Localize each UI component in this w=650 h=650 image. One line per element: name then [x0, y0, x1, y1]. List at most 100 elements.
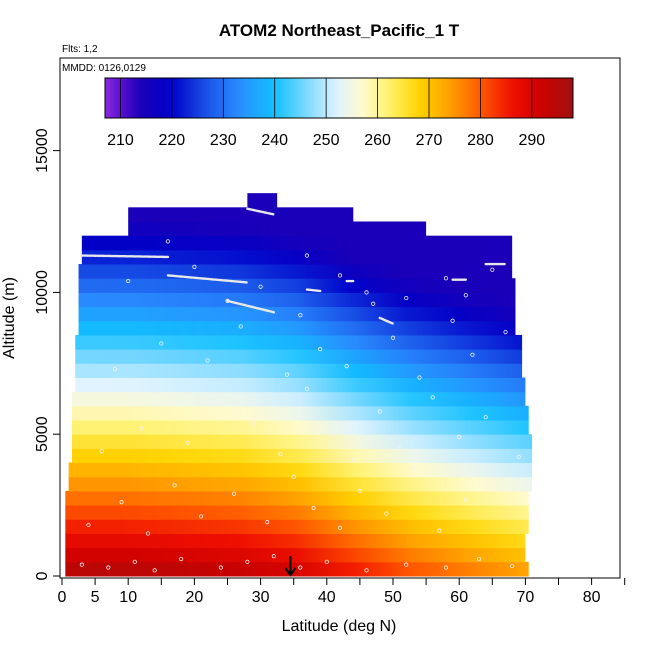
heatmap-row — [128, 207, 354, 222]
observation-point — [291, 474, 296, 479]
observation-point — [304, 253, 310, 258]
observation-point — [232, 491, 237, 496]
flight-track — [166, 274, 249, 284]
flight-track — [80, 254, 170, 259]
colorbar-tick-label: 270 — [416, 132, 443, 149]
observation-points-layer — [79, 239, 521, 573]
observation-point — [463, 293, 468, 298]
observation-point — [99, 449, 104, 454]
marker-head — [284, 567, 297, 577]
observation-point — [437, 528, 442, 533]
colorbar-tick-label: 280 — [467, 132, 494, 149]
observation-point — [304, 386, 310, 391]
observation-point — [298, 565, 303, 570]
plot-frame — [59, 57, 621, 579]
heatmap-row — [65, 505, 529, 520]
colorbar: 210 220 230 240 250 260 270 280 290 — [104, 77, 574, 149]
observation-point — [457, 434, 462, 440]
y-tick-label: 10000 — [34, 270, 51, 315]
heatmap-row — [68, 462, 533, 478]
colorbar-tick-label: 210 — [107, 132, 134, 149]
heatmap-row — [75, 377, 526, 393]
heatmap-row — [81, 235, 513, 251]
observation-point — [271, 554, 276, 559]
x-tick-label: 30 — [252, 589, 270, 606]
x-tick-label: 20 — [186, 589, 204, 606]
colorbar-tick-label: 290 — [519, 132, 546, 149]
heatmap-row — [65, 547, 526, 563]
observation-point — [417, 375, 422, 380]
x-tick-label: 10 — [119, 589, 137, 606]
heatmap-row — [78, 278, 516, 293]
observation-point — [377, 409, 382, 414]
observation-point — [132, 559, 137, 564]
observation-point — [265, 520, 270, 525]
y-axis: 0 5000 10000 15000 — [34, 128, 60, 580]
heatmap-row — [65, 533, 526, 549]
dates-note: MMDD: 0126,0129 — [62, 63, 146, 74]
heatmap-row — [75, 363, 523, 378]
observation-point — [476, 556, 482, 562]
observation-point — [79, 562, 84, 567]
heatmap-layer — [65, 193, 533, 577]
flight-track — [378, 316, 395, 325]
observation-point — [331, 432, 336, 437]
observation-point — [159, 341, 164, 346]
heatmap-row — [71, 434, 533, 449]
colorbar-tick-label: 220 — [159, 132, 186, 149]
colorbar-tick-label: 230 — [210, 132, 237, 149]
observation-point — [483, 415, 488, 420]
observation-point — [86, 522, 91, 528]
observation-point — [443, 276, 449, 281]
flights-note: Flts: 1,2 — [62, 44, 98, 55]
observation-point — [443, 565, 449, 570]
observation-point — [404, 562, 409, 567]
x-tick-label: 70 — [517, 589, 535, 606]
heatmap-row — [71, 420, 529, 435]
flight-track — [226, 299, 276, 314]
latitude-marker-arrow — [284, 556, 297, 577]
observation-point — [218, 565, 223, 570]
observation-point — [490, 267, 495, 272]
observation-point — [152, 568, 157, 573]
observation-point — [516, 454, 521, 459]
observation-point — [364, 568, 369, 573]
observation-point — [397, 446, 402, 451]
x-tick-label: 5 — [91, 589, 100, 606]
observation-point — [225, 298, 230, 304]
heatmap-row — [71, 391, 526, 407]
heatmap-row — [128, 221, 427, 237]
observation-point — [258, 284, 263, 289]
observation-point — [463, 497, 468, 502]
x-tick-label: 40 — [318, 589, 336, 606]
x-axis-label: Latitude (deg N) — [282, 618, 397, 635]
heatmap-row — [78, 264, 513, 279]
heatmap-row — [78, 292, 516, 308]
x-tick-label: 50 — [384, 589, 402, 606]
observation-point — [430, 395, 435, 400]
observation-point — [404, 295, 409, 301]
observation-point — [112, 366, 118, 372]
observation-point — [278, 451, 283, 457]
observation-point — [503, 330, 508, 335]
observation-point — [510, 563, 515, 569]
observation-point — [364, 290, 369, 295]
colorbar-gradient — [104, 77, 574, 119]
y-tick-label: 15000 — [34, 128, 51, 173]
heatmap-row — [68, 476, 533, 492]
x-tick-label: 60 — [450, 589, 468, 606]
heatmap-row — [71, 448, 533, 464]
observation-point — [371, 301, 376, 306]
observation-point — [172, 483, 177, 488]
chart-title: ATOM2 Northeast_Pacific_1 T — [219, 21, 460, 40]
heatmap-row — [75, 349, 523, 364]
observation-point — [179, 556, 184, 562]
x-tick-label: 0 — [58, 589, 67, 606]
heatmap-row — [81, 249, 513, 265]
observation-point — [238, 324, 243, 329]
heatmap-row — [247, 193, 278, 208]
observation-point — [318, 347, 323, 352]
observation-point — [384, 511, 389, 516]
observation-point — [496, 477, 502, 482]
